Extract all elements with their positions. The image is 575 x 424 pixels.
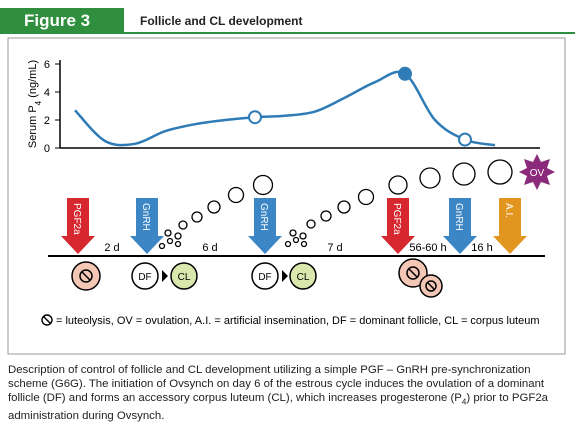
- p4-marker: [458, 132, 472, 147]
- follicles: [158, 159, 513, 250]
- y-tick-label: 6: [44, 59, 50, 71]
- legend-text: = luteolysis, OV = ovulation, A.I. = art…: [56, 315, 540, 327]
- y-tick-label: 2: [44, 115, 50, 127]
- treatment-arrow: [61, 198, 95, 254]
- treatment-arrow: [493, 198, 527, 254]
- interval-label: 7 d: [327, 242, 342, 254]
- structure-label: CL: [178, 272, 191, 283]
- interval-label: 16 h: [471, 242, 492, 254]
- structure-icon: [289, 262, 317, 290]
- structure-icon: [251, 262, 279, 290]
- p4-marker: [398, 66, 412, 81]
- ovulation-burst: [519, 154, 555, 190]
- figure-label-box: [0, 8, 124, 32]
- caption-text: Description of control of follicle and C…: [8, 364, 545, 404]
- structure-icon: [131, 262, 159, 290]
- p4-curve: [74, 70, 496, 147]
- treatment-label: GnRH: [453, 203, 464, 231]
- treatment-arrow: [130, 198, 164, 254]
- structure-icon: [170, 262, 198, 290]
- figure-title: Follicle and CL development: [140, 14, 302, 28]
- luteolysis-icons: [41, 258, 443, 326]
- structure-label: CL: [297, 272, 310, 283]
- transition-arrow: [162, 270, 168, 282]
- p4-marker: [248, 110, 262, 125]
- structure-label: DF: [138, 272, 151, 283]
- caption: Description of control of follicle and C…: [8, 363, 564, 423]
- y-label-sub: 4: [34, 100, 43, 105]
- treatment-label: GnRH: [140, 203, 151, 231]
- treatment-label: PGF2a: [391, 203, 402, 235]
- treatment-arrow: [248, 198, 282, 254]
- interval-label: 56-60 h: [409, 242, 446, 254]
- caption-sub: 4: [461, 397, 467, 407]
- treatment-label: GnRH: [258, 203, 269, 231]
- y-label-text: Serum P: [27, 105, 39, 148]
- structure-label: DF: [258, 272, 271, 283]
- ovulation-label: OV: [530, 168, 545, 179]
- caption-text: ) prior to PGF2a administration during O…: [8, 392, 549, 423]
- treatment-arrow: [443, 198, 477, 254]
- interval-label: 2 d: [104, 242, 119, 254]
- y-tick-label: 0: [44, 143, 50, 155]
- figure-frame: [7, 37, 566, 355]
- y-tick-label: 4: [44, 87, 50, 99]
- interval-label: 6 d: [202, 242, 217, 254]
- treatment-arrow: [381, 198, 415, 254]
- figure: Figure 3 Follicle and CL development Ser…: [0, 8, 575, 355]
- treatment-label: PGF2a: [71, 203, 82, 235]
- treatment-label: A.I.: [503, 203, 514, 218]
- y-label-unit: (ng/mL): [27, 60, 39, 98]
- figure-label: Figure 3: [24, 11, 90, 30]
- y-axis-label: Serum P4 (ng/mL): [27, 60, 43, 148]
- transition-arrow: [282, 270, 288, 282]
